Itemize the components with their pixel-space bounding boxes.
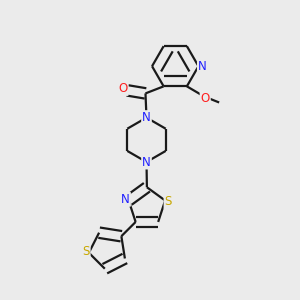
Text: N: N [142,111,151,124]
Text: O: O [201,92,210,105]
Text: O: O [118,82,128,95]
Text: N: N [198,60,207,73]
Text: S: S [82,245,90,258]
Text: N: N [121,193,130,206]
Text: N: N [142,155,151,169]
Text: S: S [164,195,172,208]
